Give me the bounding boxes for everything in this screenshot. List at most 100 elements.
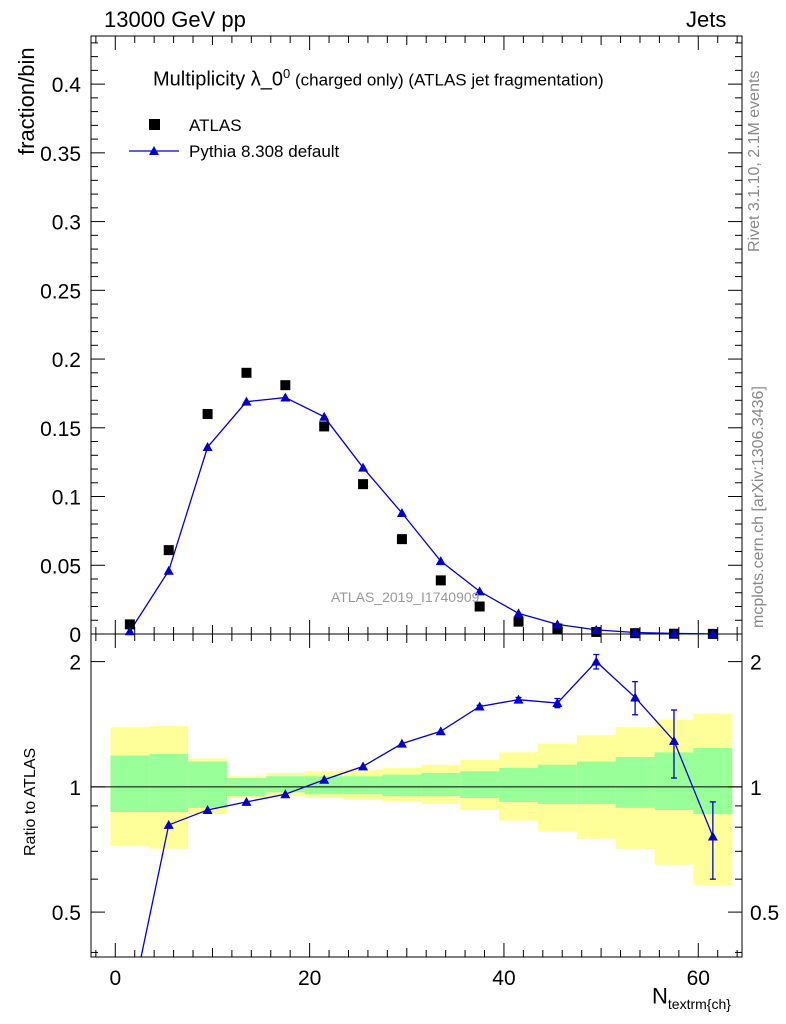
atlas-point — [358, 479, 369, 490]
legend: ATLAS Pythia 8.308 default — [129, 116, 340, 161]
pythia-point — [241, 396, 252, 406]
y-tick-label: 0.35 — [40, 143, 81, 166]
ratio-point — [280, 789, 291, 799]
ratio-y-tick-label: 1 — [69, 777, 81, 800]
ratio-y-tick-label-right: 1 — [750, 777, 762, 800]
pythia-point — [591, 624, 602, 634]
y-tick-label-zero: 0 — [69, 624, 81, 647]
green-band-bin — [382, 774, 422, 797]
pythia-point — [435, 556, 446, 566]
ratio-point — [163, 819, 174, 829]
atlas-point — [396, 534, 407, 545]
ratio-point — [552, 698, 563, 708]
pythia-line — [129, 396, 713, 635]
atlas-point — [124, 619, 135, 630]
y-tick-label: 0.1 — [52, 487, 81, 510]
x-axis-label-sub: textrm{ch} — [667, 996, 731, 1012]
mcplots-label: mcplots.cern.ch [arXiv:1306.3436] — [750, 386, 767, 628]
pythia-point — [280, 392, 291, 402]
ratio-point — [591, 656, 602, 666]
pythia-point — [124, 626, 135, 636]
green-band-bin — [188, 761, 228, 808]
atlas-point — [552, 623, 563, 634]
legend-pythia-marker — [149, 146, 159, 155]
ratio-line — [140, 660, 714, 957]
pythia-point — [630, 627, 641, 637]
pythia-point — [358, 462, 369, 472]
pythia-point — [552, 619, 563, 629]
ratio-y-tick-label-right: 2 — [750, 652, 762, 675]
x-tick-label: 60 — [687, 967, 710, 990]
y-tick-label: 0.05 — [40, 555, 81, 578]
atlas-point — [319, 421, 330, 432]
y-tick-label: 0.2 — [52, 349, 81, 372]
chart-title-main: Multiplicity λ_0 — [153, 68, 284, 91]
atlas-point — [241, 367, 252, 378]
green-band-bin — [110, 755, 150, 813]
watermark: ATLAS_2019_I1740909 — [331, 589, 480, 605]
ratio-y-tick-label-right: 0.5 — [750, 902, 779, 925]
pythia-point — [319, 411, 330, 421]
ratio-point — [202, 804, 213, 814]
y-tick-label: 0.15 — [40, 418, 81, 441]
green-band-bin — [149, 753, 189, 813]
ratio-point — [396, 738, 407, 748]
green-band-bin — [576, 761, 616, 804]
header-right: Jets — [686, 7, 727, 32]
green-band-bin — [421, 772, 461, 797]
pythia-point — [707, 628, 718, 638]
y-tick-label: 0.3 — [52, 212, 81, 235]
green-band-bin — [343, 776, 383, 795]
x-tick-label: 40 — [492, 967, 515, 990]
ratio-point — [630, 692, 641, 702]
ratio-plot-frame — [90, 633, 743, 958]
legend-atlas-label: ATLAS — [189, 116, 242, 135]
main-plot-markers — [124, 367, 718, 639]
atlas-point — [474, 601, 485, 612]
pythia-point — [474, 586, 485, 596]
y-axis-label: fraction/bin — [14, 47, 39, 155]
ratio-point — [241, 796, 252, 806]
ratio-y-tick-label: 2 — [69, 652, 81, 675]
atlas-point — [513, 616, 524, 627]
green-band-bin — [537, 764, 577, 804]
ratio-point — [474, 701, 485, 711]
green-band-bin — [460, 771, 500, 799]
ratio-frame-border — [90, 633, 743, 958]
ratio-y-tick-label: 0.5 — [52, 902, 81, 925]
x-tick-label: 20 — [298, 967, 321, 990]
atlas-point — [280, 380, 291, 391]
y-tick-label: 0.25 — [40, 280, 81, 303]
x-axis-label: Ntextrm{ch} — [652, 984, 731, 1012]
pythia-point — [202, 442, 213, 452]
green-band-bin — [265, 776, 305, 793]
header-left: 13000 GeV pp — [104, 7, 246, 32]
ratio-point — [513, 694, 524, 704]
tick-labels: 0.05 0.1 0.15 0.2 0.25 0.3 0.35 0.4 0 0 20 40 60 0.5 0… — [40, 74, 779, 990]
atlas-point — [435, 575, 446, 586]
ratio-point — [668, 735, 679, 745]
pythia-point — [513, 608, 524, 618]
y-tick-label: 0.4 — [52, 74, 82, 97]
x-axis-label-main: N — [652, 983, 668, 1009]
legend-pythia-label: Pythia 8.308 default — [189, 142, 340, 161]
chart-title-superscript: 0 — [283, 66, 291, 81]
ratio-uncertainty-bands — [110, 713, 733, 886]
ratio-plot-markers — [125, 653, 718, 1015]
pythia-point — [163, 565, 174, 575]
pythia-point — [396, 508, 407, 518]
chart-title-rest: (charged only) (ATLAS jet fragmentation) — [290, 70, 604, 90]
ratio-point — [435, 726, 446, 736]
pythia-point — [668, 628, 679, 638]
atlas-point — [202, 409, 213, 420]
x-tick-label: 0 — [109, 967, 121, 990]
chart-title: Multiplicity λ_00 (charged only) (ATLAS … — [153, 66, 604, 92]
ratio-point — [358, 761, 369, 771]
atlas-point — [163, 545, 174, 556]
rivet-label: Rivet 3.1.10, 2.1M events — [746, 70, 763, 252]
green-band-bin — [499, 767, 538, 802]
green-band-bin — [615, 756, 655, 808]
ratio-point — [125, 1006, 135, 1015]
legend-atlas-marker — [149, 119, 160, 130]
